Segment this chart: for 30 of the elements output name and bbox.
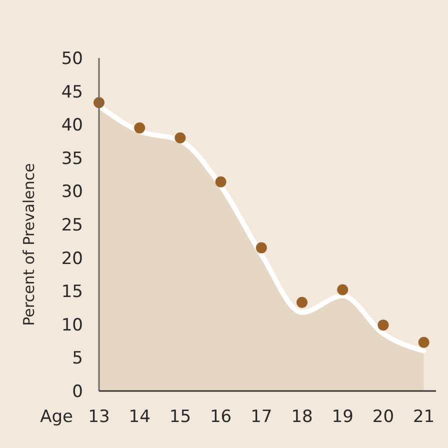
x-tick-label: 16 — [210, 407, 232, 427]
point — [256, 242, 267, 254]
point — [134, 122, 146, 134]
x-tick-label: 19 — [332, 407, 354, 427]
y-tick-label: 25 — [61, 215, 83, 236]
x-tick-label: 18 — [291, 407, 313, 427]
point — [378, 320, 389, 331]
y-tick-label: 30 — [61, 182, 83, 202]
point — [296, 296, 308, 308]
point — [215, 176, 226, 188]
y-axis-title: Percent of Prevalence — [20, 163, 38, 326]
y-tick-label: 45 — [61, 82, 83, 102]
point — [418, 336, 430, 348]
point — [174, 132, 186, 144]
y-tick-label: 10 — [61, 315, 83, 336]
y-tick-label: 35 — [61, 148, 83, 169]
x-tick-label: 17 — [250, 407, 272, 427]
y-tick-label: 0 — [72, 382, 83, 402]
x-tick-label: 14 — [128, 407, 150, 427]
y-tick-label: 50 — [61, 48, 83, 69]
x-tick-label: 21 — [413, 407, 435, 427]
x-tick-label: 20 — [372, 407, 394, 427]
x-axis-title: Age — [40, 407, 73, 427]
point — [337, 284, 348, 296]
x-tick-label: 13 — [88, 407, 110, 427]
y-tick-label: 5 — [72, 348, 83, 369]
y-tick-label: 40 — [61, 116, 83, 136]
x-tick-label: 15 — [169, 407, 192, 427]
y-tick-label: 20 — [61, 248, 83, 269]
y-tick-label: 15 — [61, 282, 83, 302]
